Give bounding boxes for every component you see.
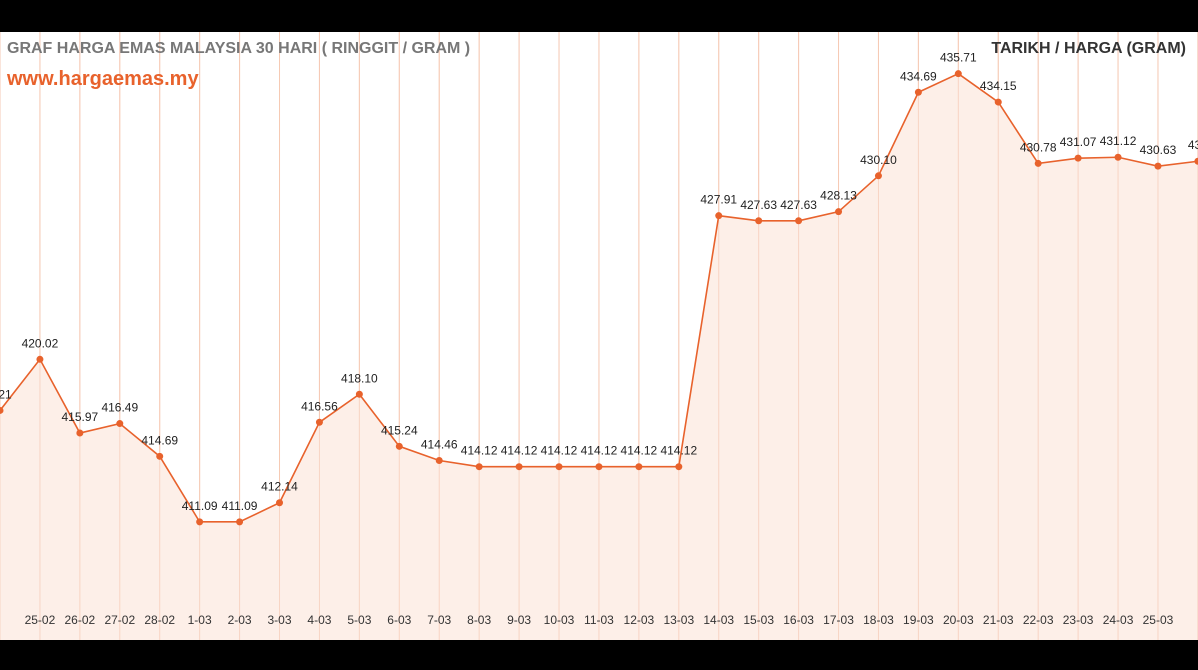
data-point bbox=[1114, 153, 1122, 161]
data-point bbox=[555, 463, 563, 471]
x-tick-label: 16-03 bbox=[783, 613, 814, 627]
x-tick-label: 27-02 bbox=[104, 613, 135, 627]
data-point bbox=[116, 420, 124, 428]
data-point bbox=[36, 355, 44, 363]
data-point bbox=[675, 463, 683, 471]
data-label: 427.63 bbox=[740, 198, 777, 212]
data-point bbox=[1034, 159, 1042, 167]
data-label: 7.21 bbox=[0, 387, 12, 401]
data-label: 430 bbox=[1188, 138, 1198, 152]
data-point bbox=[0, 406, 4, 414]
data-point bbox=[595, 463, 603, 471]
data-point bbox=[515, 463, 523, 471]
data-label: 412.14 bbox=[261, 480, 298, 494]
data-point bbox=[315, 418, 323, 426]
x-tick-label: 11-03 bbox=[584, 613, 614, 627]
chart-title: GRAF HARGA EMAS MALAYSIA 30 HARI ( RINGG… bbox=[7, 40, 471, 57]
data-point bbox=[755, 217, 763, 225]
x-tick-label: 3-03 bbox=[267, 613, 291, 627]
data-label: 434.69 bbox=[900, 69, 937, 83]
data-point bbox=[715, 212, 723, 220]
data-point bbox=[874, 172, 882, 180]
data-label: 414.12 bbox=[501, 444, 538, 458]
data-point bbox=[395, 442, 403, 450]
data-point bbox=[994, 98, 1002, 106]
data-label: 411.09 bbox=[222, 499, 258, 513]
x-tick-label: 1-03 bbox=[188, 613, 212, 627]
price-chart: 7.21 420.02 25-02 415.97 26-02 416.49 27-02 414… bbox=[0, 32, 1198, 640]
data-point bbox=[1154, 162, 1162, 170]
data-label: 428.13 bbox=[820, 189, 857, 203]
data-point bbox=[1074, 154, 1082, 162]
data-point bbox=[236, 518, 244, 526]
data-label: 414.69 bbox=[141, 433, 178, 447]
legend: TARIKH / HARGA (GRAM) bbox=[991, 40, 1186, 57]
x-tick-label: 8-03 bbox=[467, 613, 491, 627]
x-tick-label: 28-02 bbox=[144, 613, 175, 627]
data-point bbox=[196, 518, 204, 526]
data-label: 435.71 bbox=[940, 51, 977, 65]
x-tick-label: 25-02 bbox=[25, 613, 56, 627]
data-label: 430.63 bbox=[1140, 143, 1177, 157]
data-label: 415.97 bbox=[62, 410, 99, 424]
x-tick-label: 2-03 bbox=[228, 613, 252, 627]
data-point bbox=[276, 499, 284, 507]
data-point bbox=[954, 70, 962, 78]
x-tick-label: 15-03 bbox=[743, 613, 774, 627]
data-label: 416.49 bbox=[101, 401, 138, 415]
x-tick-label: 10-03 bbox=[544, 613, 575, 627]
x-tick-label: 13-03 bbox=[663, 613, 694, 627]
x-tick-label: 14-03 bbox=[703, 613, 734, 627]
data-label: 431.07 bbox=[1060, 135, 1097, 149]
data-label: 418.10 bbox=[341, 371, 378, 385]
data-point bbox=[635, 463, 643, 471]
x-tick-label: 26-02 bbox=[65, 613, 96, 627]
x-tick-label: 24-03 bbox=[1103, 613, 1134, 627]
x-tick-label: 6-03 bbox=[387, 613, 411, 627]
data-label: 427.63 bbox=[780, 198, 817, 212]
data-point bbox=[914, 88, 922, 96]
data-label: 414.12 bbox=[541, 444, 578, 458]
data-point bbox=[475, 463, 483, 471]
data-point bbox=[76, 429, 84, 437]
data-label: 434.15 bbox=[980, 79, 1017, 93]
data-label: 411.09 bbox=[182, 499, 218, 513]
x-tick-label: 4-03 bbox=[307, 613, 331, 627]
data-point bbox=[156, 452, 164, 460]
x-tick-label: 7-03 bbox=[427, 613, 451, 627]
x-tick-label: 20-03 bbox=[943, 613, 974, 627]
x-tick-label: 9-03 bbox=[507, 613, 531, 627]
x-tick-label: 19-03 bbox=[903, 613, 934, 627]
data-label: 420.02 bbox=[22, 336, 59, 350]
site-url[interactable]: www.hargaemas.my bbox=[7, 68, 199, 90]
data-label: 414.12 bbox=[621, 444, 658, 458]
data-label: 427.91 bbox=[700, 193, 737, 207]
data-label: 416.56 bbox=[301, 399, 338, 413]
data-label: 430.78 bbox=[1020, 140, 1057, 154]
data-point bbox=[795, 217, 803, 225]
data-label: 431.12 bbox=[1100, 134, 1137, 148]
data-point bbox=[435, 457, 443, 465]
data-label: 414.12 bbox=[660, 444, 697, 458]
data-label: 414.12 bbox=[461, 444, 498, 458]
x-tick-label: 25-03 bbox=[1143, 613, 1174, 627]
x-tick-label: 23-03 bbox=[1063, 613, 1094, 627]
chart-area: 7.21 420.02 25-02 415.97 26-02 416.49 27-02 414… bbox=[0, 32, 1198, 640]
data-label: 415.24 bbox=[381, 423, 418, 437]
data-point bbox=[1194, 157, 1198, 165]
data-point bbox=[355, 390, 363, 398]
x-tick-label: 17-03 bbox=[823, 613, 854, 627]
x-tick-label: 21-03 bbox=[983, 613, 1014, 627]
data-label: 430.10 bbox=[860, 153, 897, 167]
x-tick-label: 18-03 bbox=[863, 613, 894, 627]
x-tick-label: 22-03 bbox=[1023, 613, 1054, 627]
data-label: 414.46 bbox=[421, 438, 458, 452]
area-fill bbox=[0, 73, 1198, 640]
data-point bbox=[835, 208, 843, 216]
x-tick-label: 5-03 bbox=[347, 613, 371, 627]
data-label: 414.12 bbox=[581, 444, 618, 458]
x-tick-label: 12-03 bbox=[624, 613, 655, 627]
